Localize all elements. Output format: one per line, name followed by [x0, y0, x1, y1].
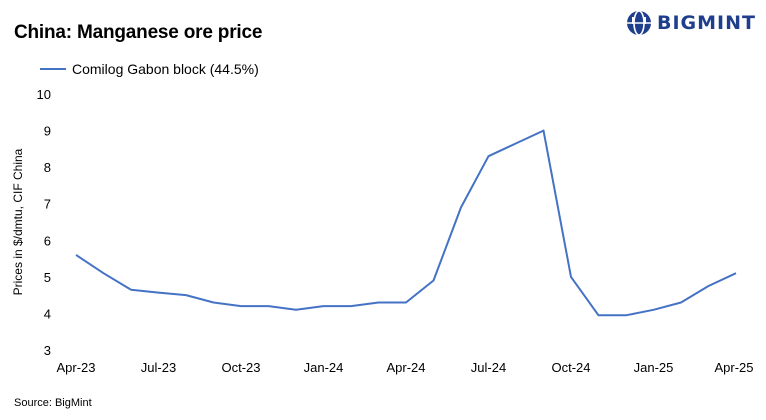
x-tick-label: Jul-24 — [471, 360, 506, 375]
series-line-comilog-gabon — [75, 129, 737, 317]
y-tick-label: 4 — [44, 306, 51, 321]
brand-name: BIGMINT — [657, 12, 756, 34]
legend-label: Comilog Gabon block (44.5%) — [72, 61, 259, 77]
y-tick-label: 6 — [44, 233, 51, 248]
x-tick-label: Jul-23 — [141, 360, 176, 375]
bigmint-logo: BIGMINT — [626, 10, 756, 36]
x-tick-label: Apr-24 — [386, 360, 425, 375]
x-tick-label: Oct-24 — [551, 360, 590, 375]
y-tick-label: 7 — [44, 197, 51, 212]
x-tick-label: Jan-24 — [304, 360, 344, 375]
y-tick-label: 10 — [37, 87, 51, 102]
x-tick-label: Oct-23 — [221, 360, 260, 375]
chart-legend: Comilog Gabon block (44.5%) — [40, 61, 259, 77]
y-tick-label: 9 — [44, 124, 51, 139]
x-tick-label: Jan-25 — [634, 360, 674, 375]
x-tick-label: Apr-23 — [56, 360, 95, 375]
x-tick-label: Apr-25 — [714, 360, 753, 375]
source-note: Source: BigMint — [14, 397, 92, 409]
y-tick-label: 3 — [44, 343, 51, 358]
bigmint-globe-icon — [627, 10, 651, 36]
y-tick-label: 5 — [44, 270, 51, 285]
y-tick-label: 8 — [44, 160, 51, 175]
legend-swatch — [40, 68, 66, 70]
chart-title: China: Manganese ore price — [14, 22, 263, 43]
y-axis-label: Prices in $/dmtu, CIF China — [11, 148, 25, 295]
